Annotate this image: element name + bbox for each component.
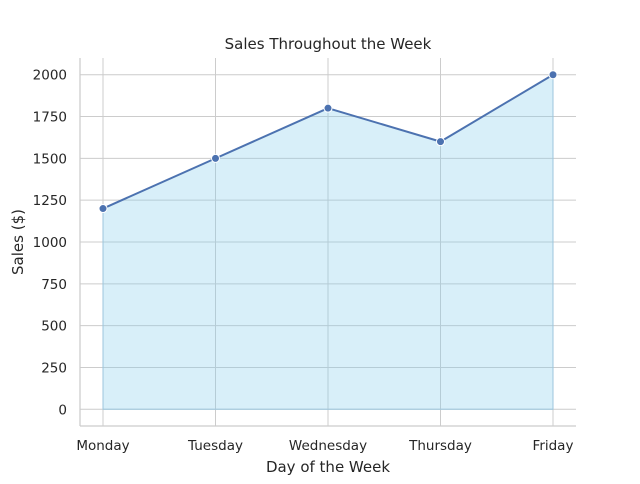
data-point [436, 137, 445, 147]
y-tick-label: 1250 [33, 193, 67, 209]
data-point [211, 153, 220, 163]
data-point-markers [98, 70, 558, 214]
x-tick-label: Wednesday [289, 438, 367, 454]
y-axis-title: Sales ($) [9, 209, 27, 275]
data-point [548, 70, 558, 80]
x-tick-label: Friday [533, 438, 574, 454]
area-fill [102, 73, 554, 410]
data-point [98, 204, 108, 214]
y-tick-label: 1000 [33, 235, 67, 251]
data-point [323, 103, 333, 113]
y-tick-label: 500 [41, 319, 67, 335]
y-tick-label: 0 [58, 402, 67, 418]
x-axis-title: Day of the Week [266, 458, 390, 476]
y-tick-label: 1750 [33, 110, 67, 126]
y-tick-label: 750 [41, 277, 67, 293]
y-tick-labels: 0 250 500 750 1000 1250 1500 1750 2000 [33, 68, 67, 419]
chart-title: Sales Throughout the Week [225, 35, 432, 53]
y-tick-label: 2000 [33, 68, 67, 84]
x-tick-label: Tuesday [187, 438, 243, 454]
area-fill-layer [102, 73, 554, 410]
y-tick-label: 1500 [33, 151, 67, 167]
x-tick-labels: Monday Tuesday Wednesday Thursday Friday [76, 438, 573, 454]
y-tick-label: 250 [41, 360, 67, 376]
x-tick-label: Monday [76, 438, 129, 454]
x-tick-label: Thursday [408, 438, 472, 454]
axes [79, 58, 576, 427]
